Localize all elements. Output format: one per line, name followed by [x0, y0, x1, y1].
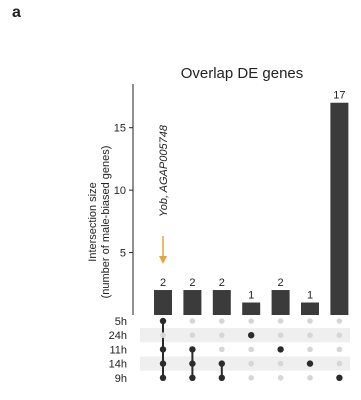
- dot-inactive: [336, 346, 343, 353]
- dot-active: [218, 374, 225, 381]
- y-axis-label: Intersection size (number of male-biased…: [87, 146, 112, 299]
- dot-inactive: [189, 332, 196, 339]
- bar-value-label: 1: [248, 290, 254, 302]
- set-label: 14h: [109, 359, 127, 371]
- dot-inactive: [336, 360, 343, 367]
- y-axis-label-line1: Intersection size: [87, 182, 99, 261]
- annotation-arrow-head: [159, 256, 167, 264]
- y-tick-label: 15: [114, 123, 126, 135]
- dot-inactive: [277, 360, 284, 367]
- y-tick-label: 5: [120, 248, 126, 260]
- bar-value-label: 2: [160, 277, 166, 289]
- dot-active: [218, 360, 225, 367]
- bar-value-label: 2: [278, 277, 284, 289]
- dot-inactive: [160, 332, 166, 339]
- dot-active: [277, 346, 284, 353]
- bar: [301, 302, 319, 315]
- dot-inactive: [277, 318, 284, 324]
- dot-inactive: [189, 318, 196, 324]
- bar: [330, 102, 349, 315]
- dot-inactive: [307, 318, 313, 324]
- dot-inactive: [248, 346, 254, 353]
- bar: [271, 290, 290, 315]
- dot-active: [189, 346, 196, 353]
- dot-active: [189, 374, 196, 381]
- bar: [183, 290, 202, 315]
- y-tick-label: 10: [114, 185, 126, 197]
- bar-value-label: 17: [333, 90, 345, 102]
- set-label: 5h: [115, 316, 127, 328]
- dot-active: [306, 360, 314, 367]
- bar-value-label: 2: [219, 277, 225, 289]
- dot-inactive: [336, 318, 343, 324]
- dot-inactive: [248, 360, 254, 367]
- bar: [242, 302, 261, 315]
- dot-inactive: [307, 375, 313, 381]
- dot-active: [159, 360, 167, 367]
- dot-inactive: [307, 332, 313, 339]
- panel-label: a: [12, 4, 21, 21]
- bar-value-label: 1: [307, 290, 313, 302]
- dot-active: [159, 346, 167, 353]
- bar: [154, 290, 172, 315]
- set-label: 11h: [109, 344, 127, 356]
- set-label: 9h: [115, 373, 127, 385]
- dot-active: [336, 374, 343, 381]
- dot-active: [248, 332, 255, 339]
- y-axis-label-line2: (number of male-biased genes): [100, 146, 112, 299]
- dot-inactive: [248, 318, 254, 324]
- dot-matrix: 5h 24h 11h 14h 9h: [109, 316, 343, 385]
- y-axis: 5 10 15: [114, 84, 134, 315]
- dot-inactive: [277, 332, 284, 339]
- bar-value-label: 2: [189, 277, 195, 289]
- annotation-label: Yob, AGAP005748: [158, 124, 170, 217]
- dot-inactive: [219, 332, 225, 339]
- matrix-stripe: [140, 356, 350, 371]
- dot-active: [159, 317, 167, 325]
- bar: [212, 290, 231, 315]
- matrix-stripes: [140, 328, 350, 371]
- set-label: 24h: [109, 330, 127, 342]
- dot-inactive: [336, 332, 343, 339]
- dot-inactive: [277, 375, 284, 381]
- annotation: Yob, AGAP005748: [158, 124, 170, 264]
- dot-inactive: [307, 346, 313, 353]
- bars: 2 2 2 1 2 1 17: [154, 90, 349, 315]
- chart-title: Overlap DE genes: [181, 65, 304, 82]
- dot-inactive: [219, 318, 225, 324]
- dot-inactive: [219, 346, 225, 353]
- dot-active: [189, 360, 196, 367]
- matrix-stripe: [140, 328, 350, 343]
- dot-inactive: [248, 375, 254, 381]
- dot-active: [159, 374, 167, 381]
